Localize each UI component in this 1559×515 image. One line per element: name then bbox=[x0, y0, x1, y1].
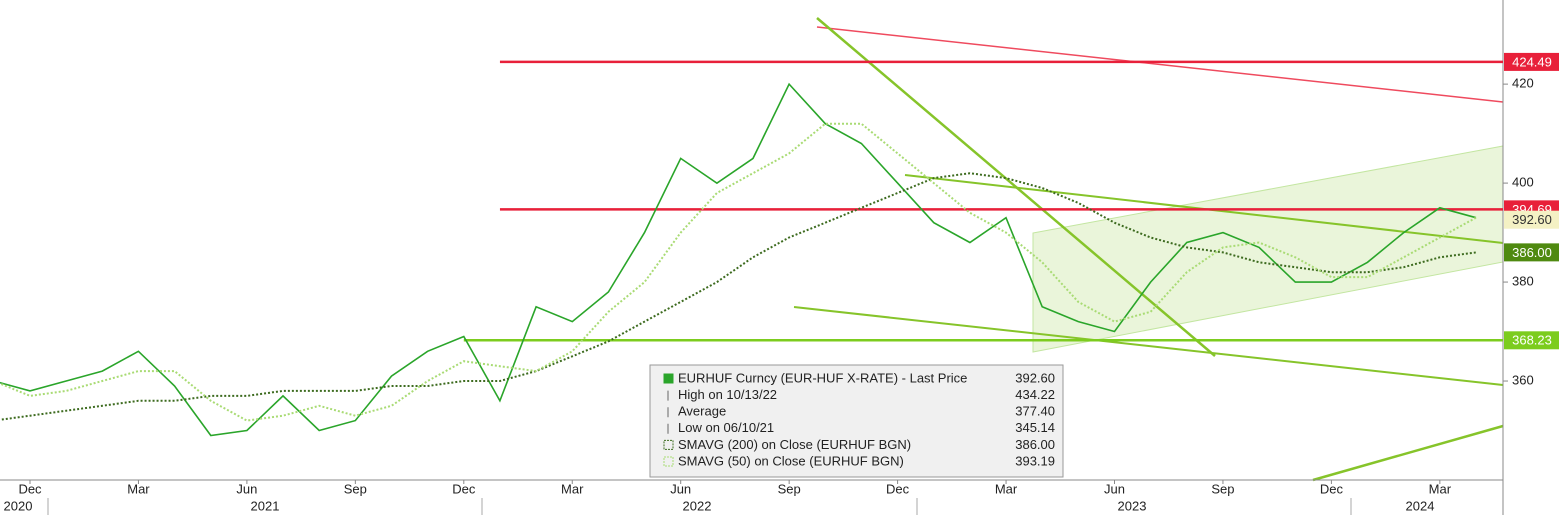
x-tick-label: Mar bbox=[1429, 481, 1452, 496]
legend-label: Average bbox=[678, 404, 726, 419]
legend: EURHUF Curncy (EUR-HUF X-RATE) - Last Pr… bbox=[649, 364, 1064, 478]
y-tick-label: 400 bbox=[1512, 175, 1534, 190]
series-line bbox=[0, 82, 1477, 437]
plot bbox=[0, 60, 1503, 437]
x-tick-label: Sep bbox=[1211, 481, 1234, 496]
y-tick-label: 360 bbox=[1512, 372, 1534, 387]
x-tick-label: Mar bbox=[561, 481, 584, 496]
year-label: 2021 bbox=[251, 498, 280, 513]
legend-value: 434.22 bbox=[1015, 387, 1055, 402]
legend-value: 345.14 bbox=[1015, 420, 1055, 435]
level-box bbox=[1504, 210, 1559, 229]
legend-label: High on 10/13/22 bbox=[678, 387, 777, 402]
legend-label: SMAVG (50) on Close (EURHUF BGN) bbox=[678, 453, 904, 468]
legend-swatch bbox=[663, 456, 674, 467]
x-tick-label: Mar bbox=[127, 481, 150, 496]
trend-line bbox=[816, 26, 1504, 103]
legend-value: 392.60 bbox=[1015, 370, 1055, 385]
trend-line bbox=[793, 306, 1504, 386]
legend-swatch bbox=[663, 439, 674, 450]
x-tick-label: Sep bbox=[778, 481, 801, 496]
legend-swatch bbox=[663, 373, 674, 384]
x-tick-label: Dec bbox=[18, 481, 42, 496]
x-tick-label: Jun bbox=[236, 481, 257, 496]
level-box bbox=[1504, 243, 1559, 262]
legend-label: Low on 06/10/21 bbox=[678, 420, 774, 435]
legend-value: 386.00 bbox=[1015, 437, 1055, 452]
y-tick-label: 420 bbox=[1512, 76, 1534, 91]
x-tick-label: Jun bbox=[670, 481, 691, 496]
x-tick-label: Jun bbox=[1104, 481, 1125, 496]
x-tick-label: Sep bbox=[344, 481, 367, 496]
y-tick-label: 380 bbox=[1512, 273, 1534, 288]
year-label: 2023 bbox=[1118, 498, 1147, 513]
level-box bbox=[1504, 331, 1559, 350]
legend-value: 393.19 bbox=[1015, 453, 1055, 468]
legend-box bbox=[649, 364, 1064, 478]
series-line bbox=[0, 172, 1477, 421]
year-label: 2022 bbox=[683, 498, 712, 513]
legend-label: SMAVG (200) on Close (EURHUF BGN) bbox=[678, 437, 911, 452]
x-tick-label: Dec bbox=[1320, 481, 1344, 496]
x-tick-label: Mar bbox=[995, 481, 1018, 496]
x-tick-label: Dec bbox=[452, 481, 476, 496]
trend-line bbox=[1312, 424, 1504, 482]
level-box bbox=[1504, 52, 1559, 71]
year-label: 2024 bbox=[1406, 498, 1435, 513]
legend-value: 377.40 bbox=[1015, 404, 1055, 419]
level-label: 424.49 bbox=[1512, 54, 1552, 69]
legend-label: EURHUF Curncy (EUR-HUF X-RATE) - Last Pr… bbox=[678, 370, 967, 385]
level-label: 368.23 bbox=[1512, 333, 1552, 348]
level-label: 392.60 bbox=[1512, 212, 1552, 227]
level-label: 386.00 bbox=[1512, 245, 1552, 260]
x-tick-label: Dec bbox=[886, 481, 910, 496]
year-label: 2020 bbox=[4, 498, 33, 513]
